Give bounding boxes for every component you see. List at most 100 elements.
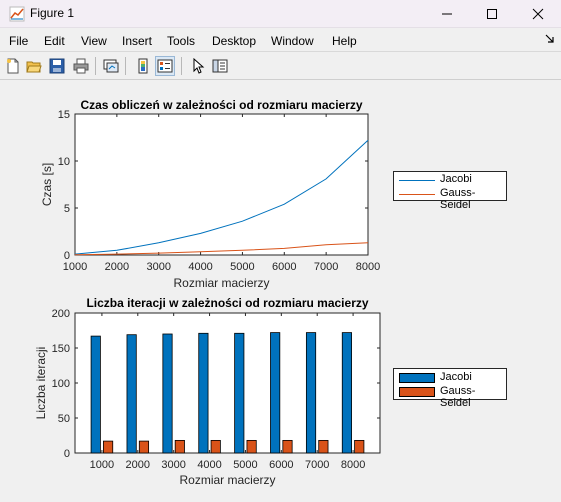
y-tick-label: 100 xyxy=(52,378,70,390)
legend-line-swatch xyxy=(399,180,435,181)
minimize-button[interactable] xyxy=(424,0,470,28)
close-button[interactable] xyxy=(515,0,561,28)
open-file-button[interactable] xyxy=(24,56,44,76)
bar-jacobi xyxy=(162,333,173,454)
bar-gauss-seidel xyxy=(354,439,365,454)
maximize-button[interactable] xyxy=(469,0,515,28)
x-tick-label: 7000 xyxy=(314,261,338,273)
legend-bar-swatch xyxy=(399,373,435,383)
legend-line-chart[interactable]: Jacobi Gauss-Seidel xyxy=(393,171,507,211)
link-plot-icon xyxy=(103,59,119,73)
y-tick-label: 50 xyxy=(58,413,70,425)
link-plot-button[interactable] xyxy=(101,56,121,76)
close-icon xyxy=(532,8,544,20)
legend-entry-gauss-seidel: Gauss-Seidel xyxy=(394,385,506,409)
legend-label: Jacobi xyxy=(440,371,472,383)
plots-svg: 1000 2000 3000 4000 5000 6000 7000 8000051015Cz… xyxy=(34,98,381,487)
legend-entry-jacobi: Jacobi xyxy=(394,371,506,385)
bar-jacobi xyxy=(198,332,209,454)
menu-help[interactable]: Help xyxy=(332,34,357,48)
print-icon xyxy=(73,58,89,74)
save-icon xyxy=(49,58,65,74)
new-figure-button[interactable] xyxy=(3,56,23,76)
legend-button[interactable] xyxy=(155,56,175,76)
minimize-icon xyxy=(442,13,452,15)
legend-entry-jacobi: Jacobi xyxy=(394,173,506,187)
plot-area xyxy=(74,113,369,256)
legend-label: Jacobi xyxy=(440,173,472,185)
maximize-icon xyxy=(487,9,497,19)
x-tick-label: 7000 xyxy=(305,459,329,471)
colorbar-icon xyxy=(138,58,148,74)
bar-jacobi xyxy=(270,332,281,454)
x-tick-label: 8000 xyxy=(341,459,365,471)
toolbar-separator xyxy=(181,57,182,75)
toolbar-separator xyxy=(95,57,96,75)
bar-jacobi xyxy=(90,335,101,454)
dock-arrow-icon[interactable] xyxy=(545,34,555,44)
bar-jacobi xyxy=(234,332,245,454)
x-tick-label: 6000 xyxy=(269,459,293,471)
x-tick-label: 3000 xyxy=(161,459,185,471)
bar-gauss-seidel xyxy=(138,440,150,454)
menu-file[interactable]: File xyxy=(9,34,29,48)
legend-line-swatch xyxy=(399,194,435,195)
menu-view[interactable]: View xyxy=(81,34,107,48)
y-tick-label: 5 xyxy=(64,203,70,215)
select-pointer-icon xyxy=(193,58,205,74)
legend-bar-swatch xyxy=(399,387,435,397)
chart-title: Liczba iteracji w zależności od rozmiaru… xyxy=(86,296,368,310)
open-file-icon xyxy=(26,61,42,73)
bar-jacobi xyxy=(305,332,317,454)
legend-icon xyxy=(157,59,173,73)
x-tick-label: 1000 xyxy=(90,459,114,471)
bar-jacobi xyxy=(341,332,352,454)
x-axis-label: Rozmiar macierzy xyxy=(173,276,269,290)
menu-desktop[interactable]: Desktop xyxy=(212,34,257,48)
window-title: Figure 1 xyxy=(30,6,75,20)
x-tick-label: 2000 xyxy=(126,459,150,471)
chart-title: Czas obliczeń w zależności od rozmiaru m… xyxy=(80,98,362,112)
x-tick-label: 5000 xyxy=(230,261,254,273)
x-tick-label: 6000 xyxy=(272,261,296,273)
bar-gauss-seidel xyxy=(318,439,329,454)
x-tick-label: 5000 xyxy=(233,459,257,471)
x-axis-label: Rozmiar macierzy xyxy=(179,473,275,487)
x-tick-label: 4000 xyxy=(197,459,221,471)
x-tick-label: 8000 xyxy=(356,261,380,273)
y-tick-label: 10 xyxy=(58,156,70,168)
bar-gauss-seidel xyxy=(174,439,185,454)
print-button[interactable] xyxy=(71,56,91,76)
bar-gauss-seidel xyxy=(282,439,293,454)
y-tick-label: 0 xyxy=(64,250,70,262)
property-inspector-icon xyxy=(212,59,228,73)
menu-insert[interactable]: Insert xyxy=(122,34,153,48)
toolbar-separator xyxy=(125,57,126,75)
y-tick-label: 200 xyxy=(52,308,70,320)
x-tick-label: 3000 xyxy=(146,261,170,273)
new-figure-icon xyxy=(7,58,19,74)
x-tick-label: 2000 xyxy=(105,261,129,273)
legend-label: Gauss-Seidel xyxy=(440,187,476,211)
select-pointer-button[interactable] xyxy=(188,56,208,76)
figure-canvas: 1000 2000 3000 4000 5000 6000 7000 8000 0 5 10 15 Cz… xyxy=(0,81,561,502)
y-axis-label: Liczba iteracji xyxy=(34,347,48,420)
y-tick-label: 0 xyxy=(64,448,70,460)
legend-bar-chart[interactable]: Jacobi Gauss-Seidel xyxy=(393,368,507,409)
bar-jacobi xyxy=(126,334,137,454)
property-inspector-button[interactable] xyxy=(210,56,230,76)
x-tick-label: 1000 xyxy=(63,261,87,273)
bar-gauss-seidel xyxy=(103,440,114,454)
series-line-jacobi xyxy=(74,139,369,255)
bar-gauss-seidel xyxy=(210,439,221,454)
save-button[interactable] xyxy=(47,56,67,76)
x-tick-label: 4000 xyxy=(188,261,212,273)
menu-bar: File Edit View Insert Tools Desktop Wind… xyxy=(0,28,561,52)
y-tick-label: 150 xyxy=(52,343,70,355)
menu-tools[interactable]: Tools xyxy=(167,34,196,48)
bar-gauss-seidel xyxy=(246,439,257,454)
menu-edit[interactable]: Edit xyxy=(44,34,65,48)
matlab-logo-icon xyxy=(9,6,25,22)
menu-window[interactable]: Window xyxy=(271,34,314,48)
colorbar-button[interactable] xyxy=(133,56,153,76)
